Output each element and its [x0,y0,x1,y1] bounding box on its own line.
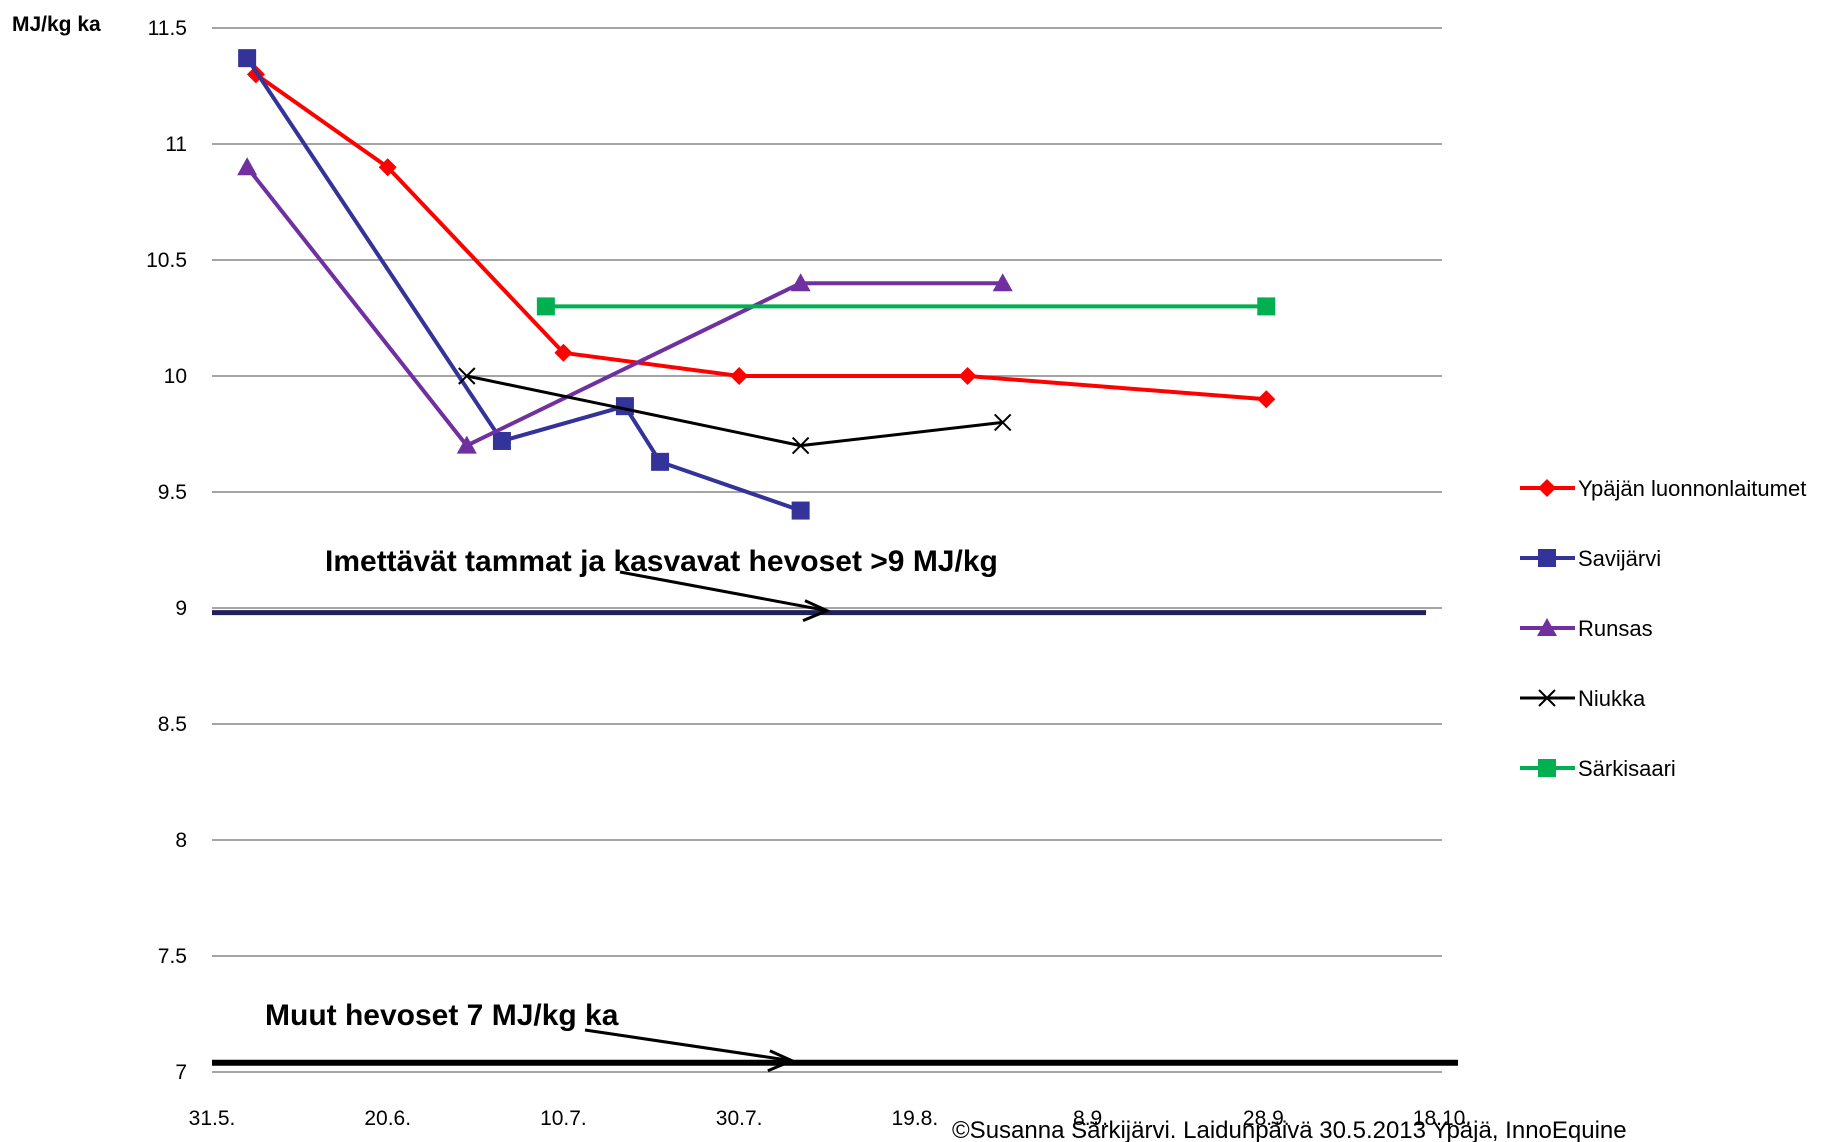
y-tick-label: 9.5 [158,481,187,504]
annotation-arrow [619,570,828,613]
arrow-head [767,1049,796,1073]
y-tick-label: 9 [175,597,187,620]
data-point [992,273,1013,292]
data-point [1257,390,1276,409]
x-tick-label: 18.10. [1413,1107,1471,1130]
legend-item: Niukka [1520,686,1646,711]
series-0 [246,65,1276,409]
x-tick-label: 28.9. [1243,1107,1290,1130]
y-tick-label: 11.5 [148,17,187,40]
legend-label: Ypäjän luonnonlaitumet [1578,476,1806,501]
y-tick-label: 11 [165,133,187,156]
series-3 [458,367,1012,455]
data-point [1538,759,1556,777]
x-tick-label: 30.7. [716,1107,763,1130]
data-point [238,49,257,68]
x-tick-label: 31.5. [189,1107,236,1130]
y-tick-label: 7.5 [158,945,187,968]
reference-lines: Imettävät tammat ja kasvavat hevoset >9 … [212,545,1458,1073]
data-point [237,157,258,176]
data-point [554,343,573,362]
arrow-head [802,599,831,623]
y-tick-label: 10.5 [146,249,187,272]
legend-item: Särkisaari [1520,756,1676,781]
data-point [1538,549,1556,567]
data-point [791,436,810,455]
legend-item: Ypäjän luonnonlaitumet [1520,476,1806,501]
series-1 [238,49,810,520]
series-line [245,165,1003,448]
legend-label: Niukka [1578,686,1646,711]
legend-label: Savijärvi [1578,546,1661,571]
series-line [254,72,1267,402]
y-axis-label: MJ/kg ka [12,13,101,36]
data-point [730,367,749,385]
x-tick-label: 10.7. [540,1107,587,1130]
series-line [466,374,1003,448]
x-tick-label: 19.8. [891,1107,938,1130]
legend-label: Runsas [1578,616,1653,641]
data-point [1537,618,1557,636]
data-point [492,431,511,450]
legend-item: Savijärvi [1520,546,1661,571]
data-point [458,367,476,385]
y-tick-label: 8.5 [158,713,187,736]
y-tick-label: 7 [175,1061,187,1084]
data-point [1257,297,1276,316]
annotation-arrow [584,1028,793,1063]
series-4 [536,297,1276,316]
data-point [994,413,1012,432]
x-axis-ticks: 31.5. 20.6. 10.7. 30.7. 19.8. 8.9. 28.9. 18.10. [189,1107,1472,1130]
legend-label: Särkisaari [1578,756,1676,781]
gridlines [212,27,1442,1073]
data-point [1538,689,1556,707]
data-point [456,435,477,454]
y-tick-label: 8 [175,829,187,852]
series-lines [237,49,1276,520]
data-point [790,273,811,292]
reference-label: Muut hevoset 7 MJ/kg ka [265,999,619,1032]
data-point [536,297,555,316]
data-point [378,158,397,177]
legend: Ypäjän luonnonlaitumet Savijärvi Runsas Niu… [1520,476,1806,781]
x-tick-label: 8.9. [1073,1107,1108,1130]
data-point [958,367,977,385]
data-point [651,452,670,471]
legend-item: Runsas [1520,616,1653,641]
series-2 [237,157,1013,454]
x-tick-label: 20.6. [364,1107,411,1130]
reference-label: Imettävät tammat ja kasvavat hevoset >9 … [325,545,998,578]
y-axis-ticks: 11.5 11 10.5 10 9.5 9 8.5 8 7.5 7 [146,17,187,1084]
y-tick-label: 10 [164,365,187,388]
data-point [791,501,810,520]
data-point [1538,479,1556,497]
credit-text: ©Susanna Särkijärvi. Laidunpäivä 30.5.20… [952,1117,1627,1142]
